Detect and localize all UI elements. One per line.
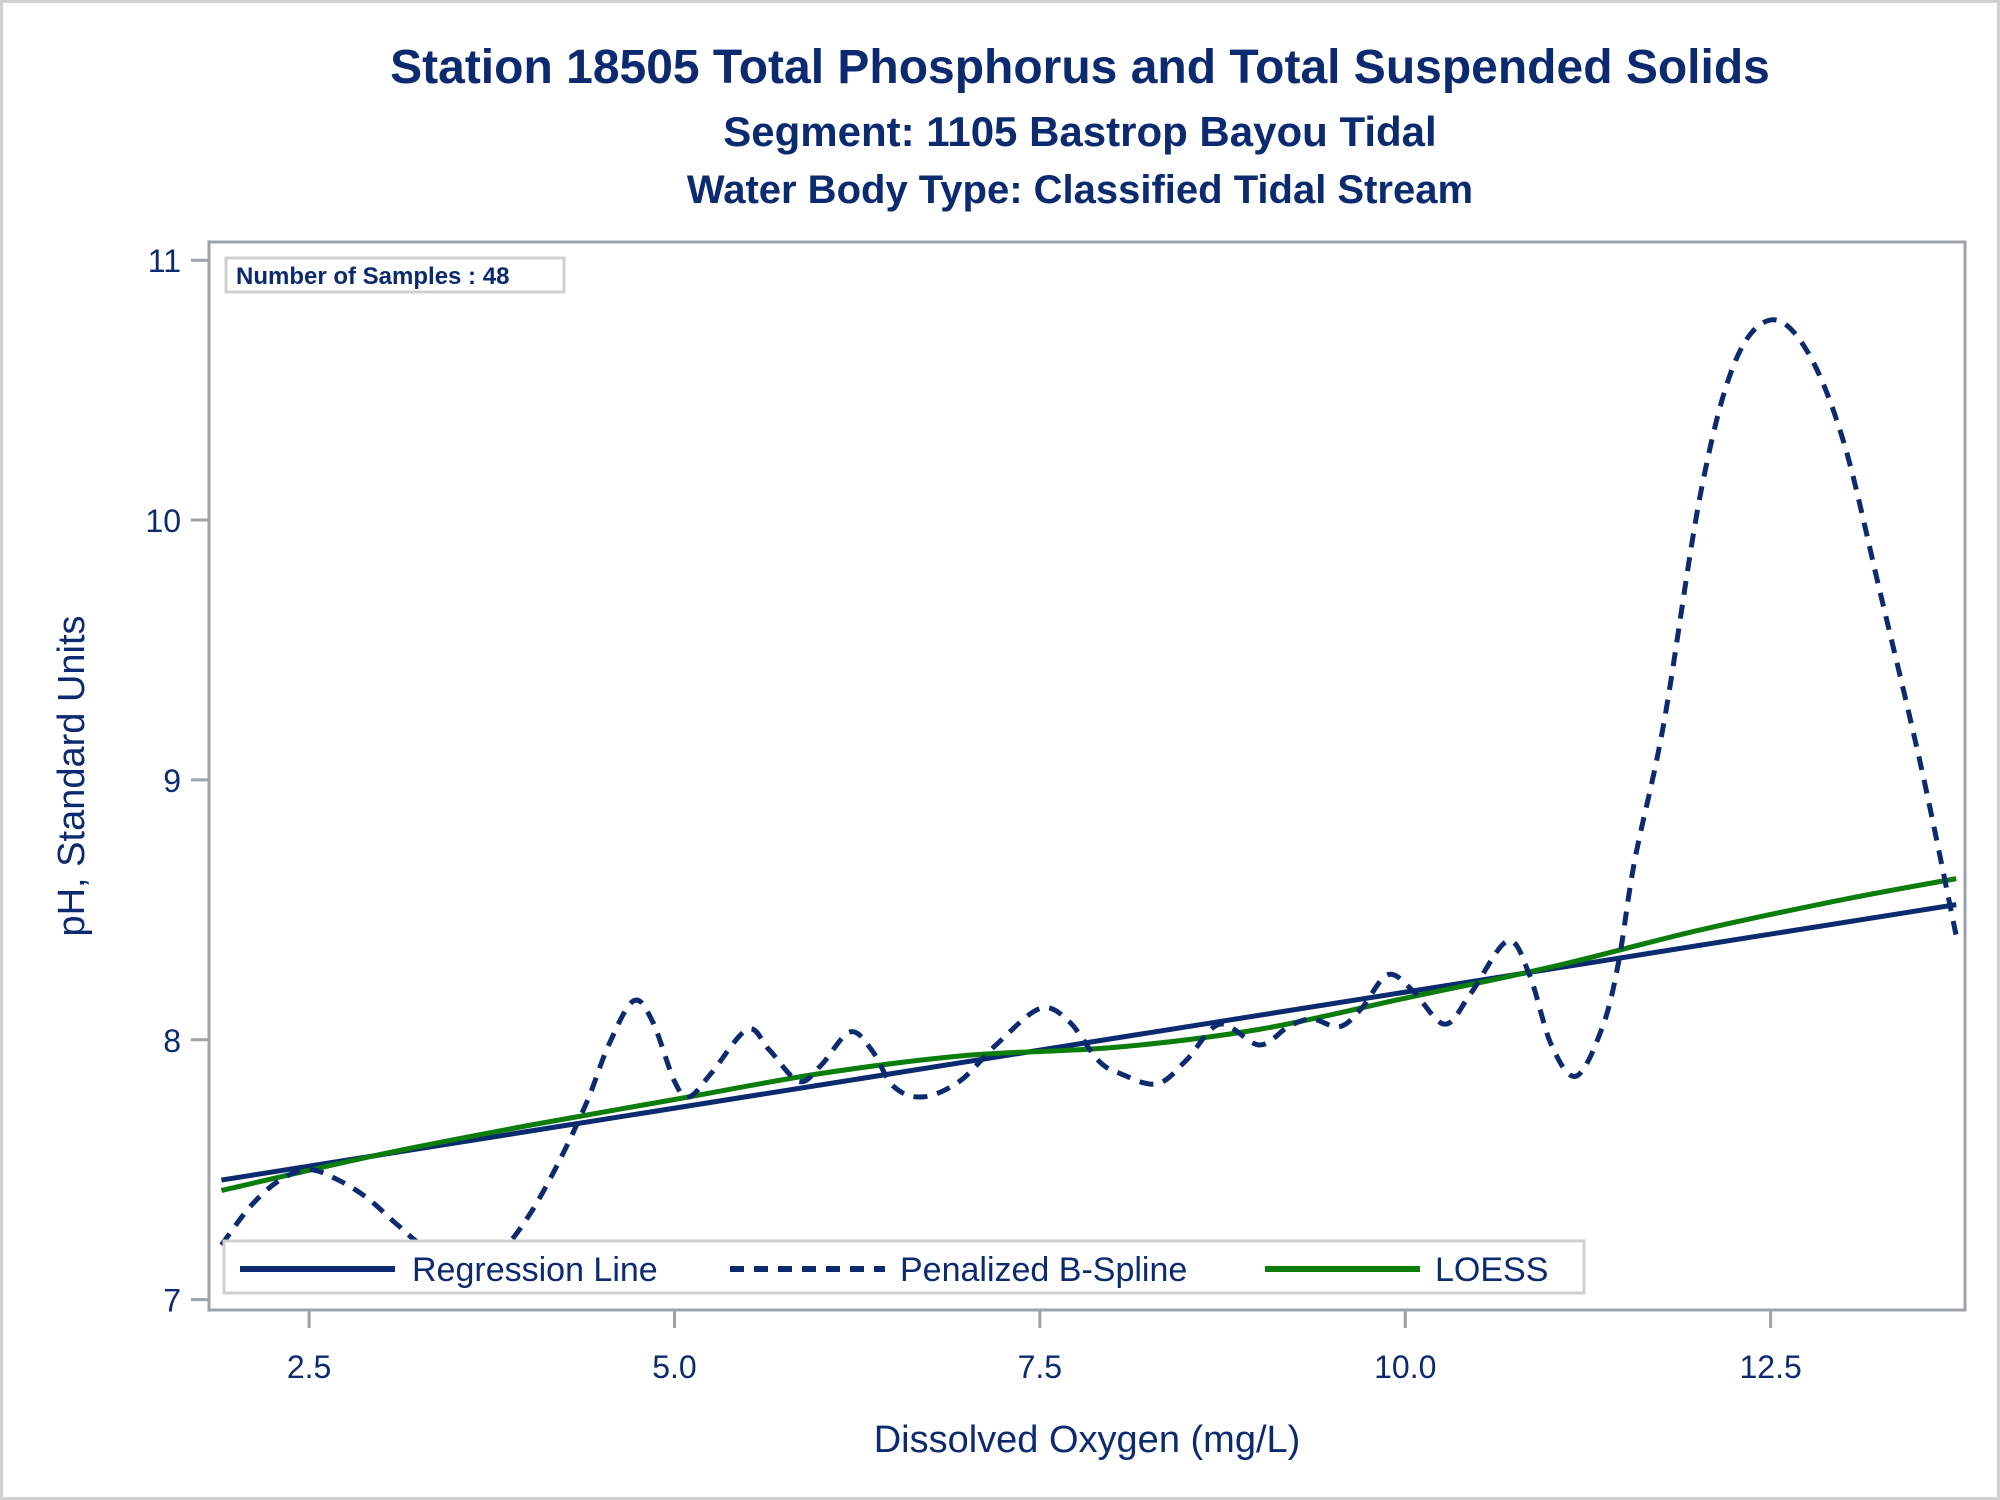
y-tick-label: 9 xyxy=(163,763,181,799)
legend: Regression Line Penalized B-Spline LOESS xyxy=(222,1239,1586,1295)
x-tick-label: 2.5 xyxy=(287,1349,331,1385)
y-tick-label: 10 xyxy=(145,503,181,539)
chart-subtitle-2: Water Body Type: Classified Tidal Stream xyxy=(686,168,1474,212)
legend-label: Regression Line xyxy=(412,1251,658,1289)
legend-label: Penalized B-Spline xyxy=(900,1251,1187,1289)
series-loess xyxy=(220,876,1957,1193)
plot-frame xyxy=(207,240,1967,1312)
legend-label: LOESS xyxy=(1435,1251,1548,1289)
chart-title: Station 18505 Total Phosphorus and Total… xyxy=(390,41,1770,94)
y-tick-label: 11 xyxy=(148,243,181,279)
y-tick-label: 8 xyxy=(163,1023,181,1059)
x-tick-label: 12.5 xyxy=(1739,1349,1801,1385)
legend-item: LOESS xyxy=(1265,1251,1548,1289)
sample-count-text: Number of Samples : 48 xyxy=(236,263,509,290)
series-regression-line xyxy=(221,902,1957,1183)
y-tick-label: 7 xyxy=(163,1283,181,1319)
y-axis-label: pH, Standard Units xyxy=(51,615,93,936)
series-layer xyxy=(219,317,1959,1266)
inset-border xyxy=(224,256,566,294)
x-axis-label: Dissolved Oxygen (mg/L) xyxy=(874,1419,1301,1461)
x-axis: 2.5 5.0 7.5 10.0 12.5 xyxy=(287,1310,1802,1385)
series-penalized-b-spline xyxy=(219,317,1959,1266)
legend-item: Penalized B-Spline xyxy=(730,1251,1187,1289)
chart-subtitle: Segment: 1105 Bastrop Bayou Tidal xyxy=(723,108,1437,155)
x-tick-label: 7.5 xyxy=(1018,1349,1062,1385)
sample-count-inset: Number of Samples : 48 xyxy=(224,256,566,294)
y-axis: 7 8 9 10 11 xyxy=(145,243,209,1319)
x-tick-label: 10.0 xyxy=(1374,1349,1436,1385)
x-tick-label: 5.0 xyxy=(652,1349,696,1385)
plot-area: Number of Samples : 48 Regression Line Pe… xyxy=(207,240,1967,1312)
legend-item: Regression Line xyxy=(240,1251,658,1289)
